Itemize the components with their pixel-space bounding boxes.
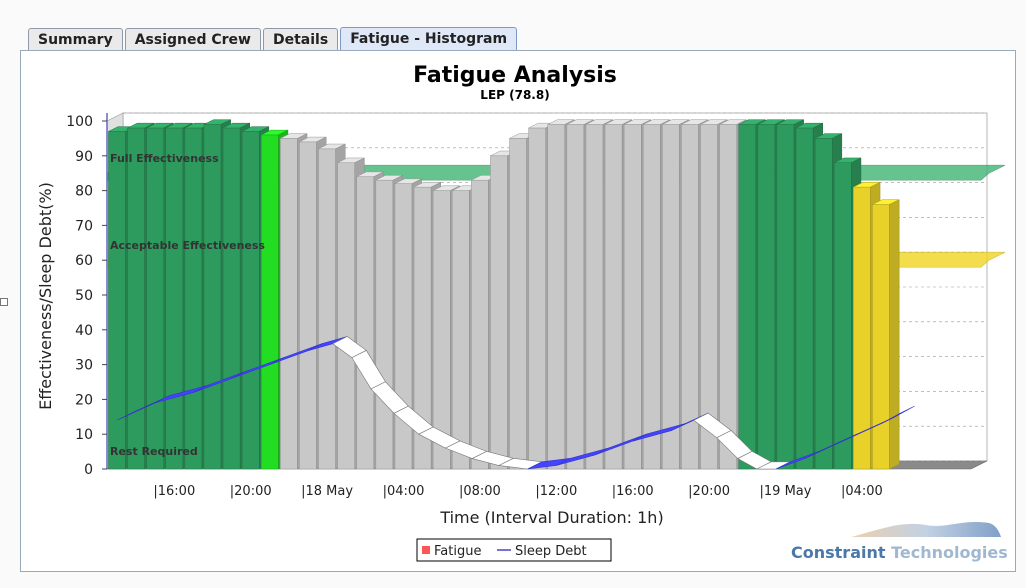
bar-front bbox=[757, 124, 776, 470]
bar-front bbox=[108, 131, 126, 470]
y-tick-label-70: 70 bbox=[75, 218, 93, 234]
tab-fatigue-histogram[interactable]: Fatigue - Histogram bbox=[340, 27, 518, 51]
threshold-label-0: Full Effectiveness bbox=[110, 152, 219, 165]
bar-front bbox=[490, 155, 508, 470]
bar-front bbox=[222, 127, 241, 470]
x-axis-label: Time (Interval Duration: 1h) bbox=[439, 508, 663, 527]
y-axis: 0 10 20 30 40 50 60 70 80 90 100 bbox=[66, 113, 108, 478]
bar-front bbox=[566, 124, 585, 470]
bar-front bbox=[872, 204, 890, 470]
bar-front bbox=[814, 138, 833, 470]
bar-front bbox=[452, 190, 470, 470]
legend-fatigue-swatch bbox=[422, 546, 430, 554]
x-tick-label-6: |16:00 bbox=[612, 484, 654, 499]
x-tick-label-3: |04:00 bbox=[383, 484, 425, 499]
bar-front bbox=[719, 124, 738, 470]
bar-front bbox=[795, 127, 814, 470]
fatigue-chart: Fatigue Analysis LEP (78.8) Full Effecti… bbox=[36, 63, 1008, 562]
x-axis: |16:00 |20:00 |18 May |04:00 |08:00 |12:00 |16… bbox=[153, 484, 882, 499]
y-tick-label-100: 100 bbox=[66, 114, 93, 130]
x-tick-label-0: |16:00 bbox=[153, 484, 195, 499]
chart-subtitle: LEP (78.8) bbox=[480, 88, 549, 102]
bar-front bbox=[184, 127, 203, 470]
bar-front bbox=[547, 124, 566, 470]
bar-front bbox=[165, 127, 184, 470]
x-tick-label-9: |04:00 bbox=[841, 484, 883, 499]
brand-word-technologies: Technologies bbox=[886, 543, 1008, 562]
tab-details[interactable]: Details bbox=[263, 28, 339, 50]
legend-fatigue-label: Fatigue bbox=[434, 544, 481, 559]
sleep-debt-series bbox=[116, 336, 915, 470]
bar-front bbox=[834, 162, 852, 470]
y-tick-label-0: 0 bbox=[84, 462, 93, 478]
bar-front bbox=[471, 179, 489, 470]
legend-sleep-debt-label: Sleep Debt bbox=[515, 544, 587, 559]
bar-front bbox=[662, 124, 680, 470]
bar-front bbox=[318, 148, 336, 470]
y-tick-label-40: 40 bbox=[75, 323, 93, 339]
bar-front bbox=[203, 124, 222, 470]
bars-group bbox=[108, 119, 900, 470]
bar-front bbox=[356, 176, 375, 470]
bar-front bbox=[280, 138, 298, 470]
brand-text: Constraint Technologies bbox=[791, 543, 1008, 562]
bar-front bbox=[337, 162, 355, 470]
y-tick-label-50: 50 bbox=[75, 288, 93, 304]
x-tick-label-8: |19 May bbox=[760, 484, 812, 499]
bar-front bbox=[853, 186, 871, 470]
bar-front bbox=[241, 131, 260, 470]
x-tick-label-1: |20:00 bbox=[230, 484, 272, 499]
y-tick-label-20: 20 bbox=[75, 392, 93, 408]
y-tick-label-80: 80 bbox=[75, 184, 93, 200]
sleep-debt-segment bbox=[880, 405, 915, 425]
bar bbox=[872, 199, 900, 470]
brand-swoosh-icon bbox=[851, 522, 1001, 537]
bar-front bbox=[261, 134, 279, 470]
x-tick-label-7: |20:00 bbox=[688, 484, 730, 499]
legend-box bbox=[416, 538, 612, 562]
bar-front bbox=[509, 138, 527, 470]
tab-assigned-crew[interactable]: Assigned Crew bbox=[124, 28, 261, 50]
bar-front bbox=[127, 127, 145, 470]
bar-front bbox=[681, 124, 699, 470]
y-axis-label: Effectiveness/Sleep Debt(%) bbox=[36, 182, 55, 410]
side-handle-icon bbox=[0, 298, 8, 306]
bar-side bbox=[889, 199, 900, 470]
y-tick-label-10: 10 bbox=[75, 427, 93, 443]
bar-front bbox=[528, 127, 546, 470]
x-tick-label-5: |12:00 bbox=[535, 484, 577, 499]
y-tick-label-30: 30 bbox=[75, 358, 93, 374]
threshold-label-2: Rest Required bbox=[110, 445, 198, 458]
bar-front bbox=[738, 124, 757, 470]
tab-summary[interactable]: Summary bbox=[28, 28, 123, 50]
bar-front bbox=[604, 124, 623, 470]
bar-front bbox=[776, 124, 795, 470]
bar-front bbox=[375, 179, 394, 470]
brand-logo: Constraint Technologies bbox=[791, 522, 1008, 562]
bar-front bbox=[585, 124, 604, 470]
bar-front bbox=[432, 190, 451, 470]
chart-title: Fatigue Analysis bbox=[413, 63, 617, 88]
chart-panel: Fatigue Analysis LEP (78.8) Full Effecti… bbox=[20, 50, 1016, 572]
x-tick-label-4: |08:00 bbox=[459, 484, 501, 499]
brand-word-constraint: Constraint bbox=[791, 543, 886, 562]
y-tick-label-60: 60 bbox=[75, 253, 93, 269]
threshold-label-1: Acceptable Effectiveness bbox=[110, 239, 265, 252]
bar-front bbox=[299, 141, 317, 470]
bar-front bbox=[623, 124, 642, 470]
threshold-labels: Full Effectiveness Acceptable Effectivene… bbox=[110, 152, 265, 458]
legend: Fatigue Sleep Debt bbox=[416, 538, 612, 562]
y-tick-label-90: 90 bbox=[75, 149, 93, 165]
tab-bar: Summary Assigned Crew Details Fatigue - … bbox=[28, 27, 519, 51]
x-tick-label-2: |18 May bbox=[301, 484, 353, 499]
bar-front bbox=[643, 124, 661, 470]
bar-front bbox=[146, 127, 165, 470]
